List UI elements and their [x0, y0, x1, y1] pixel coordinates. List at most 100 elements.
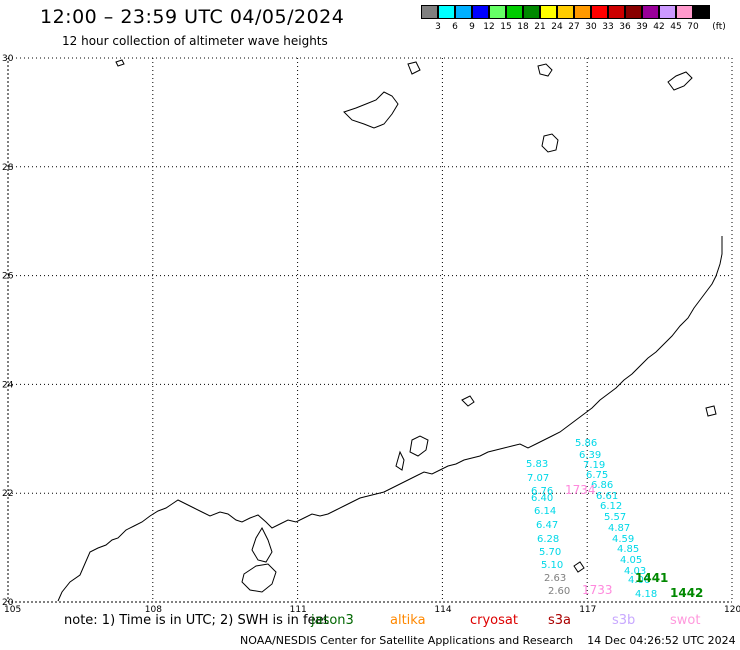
- satellite-altika: altika: [390, 613, 426, 628]
- satellite-s3b: s3b: [612, 613, 636, 628]
- colorbar-swatch: [625, 5, 642, 19]
- credit-text: NOAA/NESDIS Center for Satellite Applica…: [240, 634, 574, 647]
- wave-height-label: 2.60: [548, 586, 571, 597]
- colorbar-swatch: [693, 5, 710, 19]
- latitude-tick-label: 26: [2, 272, 14, 282]
- longitude-tick-label: 111: [290, 605, 307, 615]
- wave-height-label: 6.47: [536, 520, 559, 531]
- satellite-cryosat: cryosat: [470, 613, 518, 628]
- colorbar-label: 3: [435, 22, 441, 32]
- inland-feature-4: [407, 61, 421, 75]
- longitude-tick-label: 108: [145, 605, 162, 615]
- colorbar-label: 42: [653, 22, 665, 32]
- colorbar-label: 12: [483, 22, 495, 32]
- note-text: note: 1) Time is in UTC; 2) SWH is in fe…: [64, 613, 329, 628]
- colorbar-label: 6: [452, 22, 458, 32]
- latitude-tick-label: 20: [2, 598, 14, 608]
- map-subtitle: 12 hour collection of altimeter wave hei…: [62, 34, 328, 48]
- colorbar-label: 39: [636, 22, 648, 32]
- colorbar-unit: (ft): [712, 22, 726, 32]
- island-2: [395, 450, 405, 471]
- pass-time-label: 1733: [582, 583, 613, 597]
- colorbar-swatch: [574, 5, 591, 19]
- wave-height-label: 4.85: [617, 544, 640, 555]
- wave-height-label: 6.75: [586, 470, 609, 481]
- hainan-island: [241, 563, 277, 593]
- wave-height-label: 7.07: [527, 473, 550, 484]
- colorbar-swatch: [676, 5, 693, 19]
- timestamp-text: 14 Dec 04:26:52 UTC 2024: [587, 634, 736, 647]
- wave-height-label: 4.18: [635, 589, 658, 600]
- wave-height-label: 5.57: [604, 512, 627, 523]
- island-1: [409, 435, 429, 457]
- longitude-tick-label: 117: [579, 605, 596, 615]
- island-4: [705, 405, 717, 417]
- wave-height-label: 7.19: [583, 460, 606, 471]
- colorbar-swatch: [642, 5, 659, 19]
- wave-height-label: 5.83: [526, 459, 549, 470]
- wave-height-label: 6.40: [531, 493, 554, 504]
- colorbar-label: 21: [534, 22, 546, 32]
- wave-height-label: 4.03: [624, 566, 647, 577]
- colorbar-swatch: [489, 5, 506, 19]
- wave-height-label: 6.86: [591, 480, 614, 491]
- colorbar-swatch: [608, 5, 625, 19]
- colorbar-label: 33: [602, 22, 614, 32]
- colorbar-swatch: [557, 5, 574, 19]
- wave-height-label: 6.76: [531, 486, 554, 497]
- wave-height-label: 6.12: [600, 501, 623, 512]
- pass-time-label: 1734: [565, 483, 596, 497]
- footer-credit: NOAA/NESDIS Center for Satellite Applica…: [240, 634, 736, 647]
- colorbar-label: 30: [585, 22, 597, 32]
- colorbar-swatch: [659, 5, 676, 19]
- colorbar-label: 9: [469, 22, 475, 32]
- wave-height-label: 2.63: [544, 573, 567, 584]
- latitude-tick-label: 22: [2, 489, 13, 499]
- inland-feature-2: [541, 133, 559, 153]
- wave-height-label: 4.59: [612, 534, 635, 545]
- colorbar-swatch: [506, 5, 523, 19]
- wave-height-label: 6.61: [596, 491, 619, 502]
- map-grid: 105 108 111 114 117 120 20 22 24 26 28 30: [2, 54, 740, 615]
- colorbar-swatch: [591, 5, 608, 19]
- latitude-tick-label: 24: [2, 380, 14, 390]
- colorbar-swatch: [472, 5, 489, 19]
- inland-feature-1: [343, 91, 399, 129]
- satellite-s3a: s3a: [548, 613, 572, 628]
- colorbar-label: 27: [568, 22, 580, 32]
- latitude-tick-label: 28: [2, 163, 14, 173]
- colorbar-swatch: [438, 5, 455, 19]
- latitude-tick-label: 30: [2, 54, 14, 64]
- wave-height-label: 6.14: [534, 506, 557, 517]
- wave-height-label: 5.86: [575, 438, 598, 449]
- colorbar-swatch: [523, 5, 540, 19]
- wave-height-label: 4.87: [608, 523, 631, 534]
- wave-height-label: 5.70: [539, 547, 562, 558]
- island-3: [461, 395, 475, 407]
- pass-time-label: 1442: [670, 586, 704, 600]
- colorbar-label: 15: [500, 22, 512, 32]
- wave-height-label: 4.05: [620, 555, 643, 566]
- map-title: 12:00 – 23:59 UTC 04/05/2024: [40, 6, 345, 28]
- inland-feature-3: [537, 63, 553, 77]
- inland-feature-6: [115, 59, 125, 67]
- colorbar-swatch: [455, 5, 472, 19]
- longitude-tick-label: 120: [724, 605, 740, 615]
- colorbar-label: 36: [619, 22, 631, 32]
- island-5: [573, 561, 585, 573]
- colorbar-label: 18: [517, 22, 529, 32]
- wave-height-label: 5.10: [541, 560, 564, 571]
- longitude-tick-label: 114: [434, 605, 451, 615]
- colorbar-swatch: [421, 5, 438, 19]
- satellite-swot: swot: [670, 613, 701, 628]
- pass-time-label: 1441: [635, 571, 669, 585]
- colorbar-label: 70: [687, 22, 699, 32]
- coastline: [57, 59, 723, 602]
- colorbar-label: 45: [670, 22, 682, 32]
- longitude-tick-label: 105: [4, 605, 21, 615]
- satellite-jason3: jason3: [311, 613, 354, 628]
- wave-height-label: 4.06: [628, 575, 651, 586]
- china-coastline: [57, 236, 723, 602]
- wave-height-label: 6.39: [579, 450, 602, 461]
